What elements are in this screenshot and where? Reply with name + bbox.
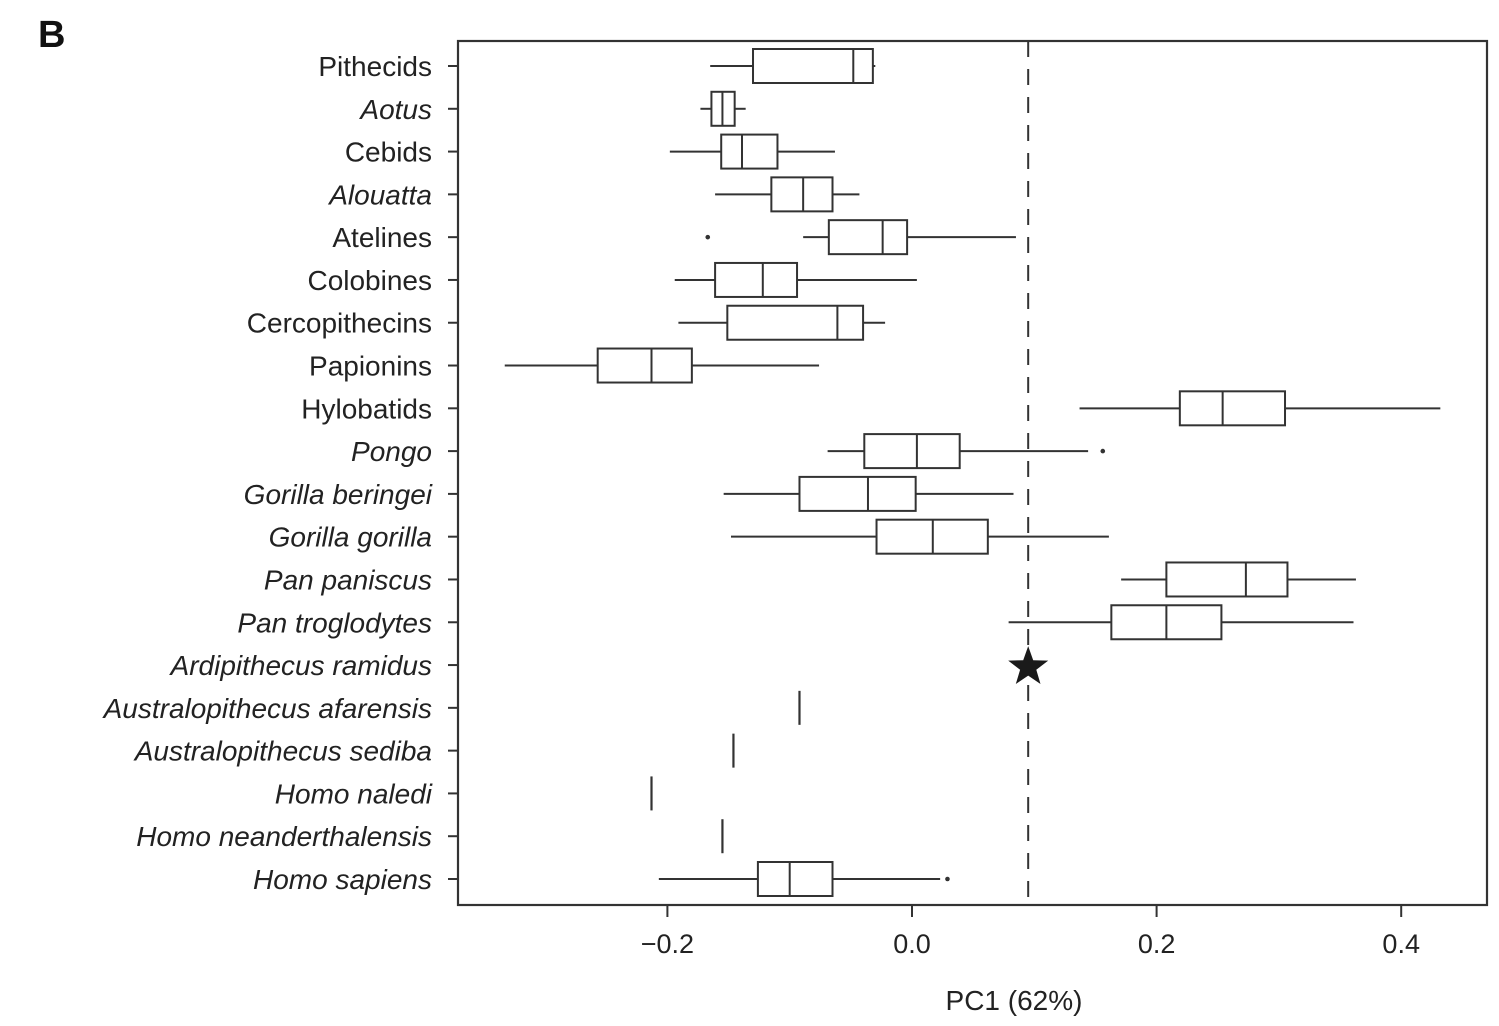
y-axis: Pithecids Aotus Cebids Alouatta Atelines Colo… <box>102 51 458 895</box>
iqr-box <box>863 433 961 470</box>
y-tick-label: Aotus <box>358 94 432 125</box>
star-marker <box>1008 646 1049 684</box>
y-tick-label: Cebids <box>345 137 432 168</box>
group-pan-paniscus <box>1121 561 1356 598</box>
group-hylobatids <box>1079 390 1441 427</box>
boxes-group <box>504 48 1441 897</box>
iqr-box <box>770 176 834 213</box>
y-tick-label: Hylobatids <box>301 393 432 424</box>
y-tick-label: Homo neanderthalensis <box>136 821 432 852</box>
x-tick-label: 0.0 <box>893 929 931 959</box>
y-tick-label: Pongo <box>351 436 432 467</box>
iqr-box <box>827 219 909 256</box>
iqr-box <box>798 475 917 512</box>
iqr-box <box>726 304 865 341</box>
group-cebids <box>669 133 835 170</box>
group-gorilla-beringei <box>723 475 1014 512</box>
y-tick-label: Atelines <box>332 222 432 253</box>
group-pongo <box>827 433 1106 470</box>
group-homo-sapiens <box>658 861 950 897</box>
x-tick-label: 0.4 <box>1382 929 1420 959</box>
y-tick-label: Gorilla gorilla <box>269 522 432 553</box>
x-tick-label: 0.2 <box>1138 929 1176 959</box>
plot-frame <box>456 39 1489 907</box>
y-tick-label: Alouatta <box>327 179 432 210</box>
group-alouatta <box>715 176 860 213</box>
y-tick-label: Colobines <box>307 265 432 296</box>
y-tick-label: Cercopithecins <box>247 308 432 339</box>
y-tick-label: Ardipithecus ramidus <box>169 650 432 681</box>
x-tick-label: −0.2 <box>641 929 694 959</box>
y-tick-label: Pithecids <box>318 51 432 82</box>
group-atelines <box>705 219 1016 256</box>
x-axis: −0.2 0.0 0.2 0.4 <box>641 905 1420 959</box>
group-papionins <box>504 347 820 384</box>
y-tick-label: Homo naledi <box>275 778 433 809</box>
iqr-box <box>714 261 799 298</box>
group-ardipithecus-ramidus <box>1008 646 1049 684</box>
group-cercopithecins <box>678 304 886 341</box>
group-gorilla-gorilla <box>730 518 1109 555</box>
group-pithecids <box>710 48 876 84</box>
iqr-box <box>756 861 834 897</box>
y-tick-label: Homo sapiens <box>253 864 432 895</box>
x-axis-label: PC1 (62%) <box>946 985 1083 1016</box>
iqr-box <box>596 347 693 384</box>
y-tick-label: Pan paniscus <box>264 564 432 595</box>
iqr-box <box>1178 390 1287 427</box>
outlier-point <box>1100 448 1106 454</box>
iqr-box <box>1165 561 1289 598</box>
iqr-box <box>720 133 779 170</box>
y-tick-label: Pan troglodytes <box>237 607 432 638</box>
iqr-box <box>752 48 874 84</box>
y-tick-label: Australopithecus afarensis <box>102 693 432 724</box>
group-colobines <box>674 261 917 298</box>
y-tick-label: Australopithecus sediba <box>133 736 432 767</box>
outlier-point <box>705 234 711 240</box>
y-tick-label: Gorilla beringei <box>244 479 433 510</box>
panel-label: B <box>38 14 66 56</box>
plot-border <box>456 39 1489 907</box>
group-aotus <box>700 90 746 127</box>
y-tick-label: Papionins <box>309 351 432 382</box>
outlier-point <box>945 876 950 882</box>
group-pan-troglodytes <box>1008 604 1354 641</box>
